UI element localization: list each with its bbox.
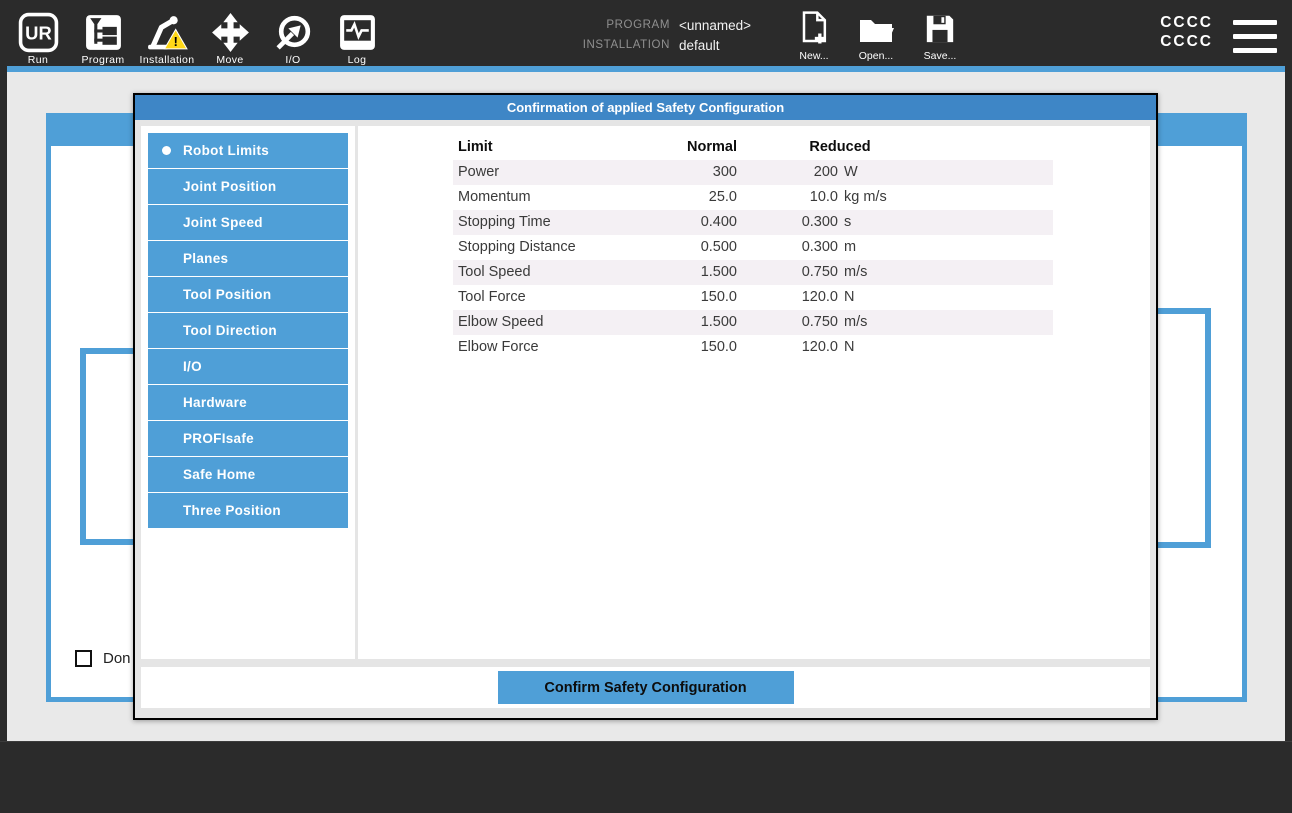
open-folder-icon xyxy=(848,10,904,47)
account-badge: CCCC CCCC xyxy=(1160,13,1213,51)
dialog-footer-strip: Confirm Safety Configuration xyxy=(141,667,1150,708)
io-circle-arrow-icon xyxy=(263,12,323,53)
active-bullet-icon xyxy=(162,146,171,155)
save-file-label: Save... xyxy=(923,50,957,62)
menu-item-tool-direction[interactable]: Tool Direction xyxy=(148,313,348,348)
background-checkbox-label: Don xyxy=(103,650,131,667)
tab-program[interactable]: Program xyxy=(72,12,134,66)
robot-arm-warning-icon: ! xyxy=(126,12,208,53)
safety-menu-panel: Robot Limits Joint Position Joint Speed … xyxy=(141,126,355,659)
table-row: Elbow Force 150.0 120.0 N xyxy=(458,339,855,355)
menu-item-tool-position[interactable]: Tool Position xyxy=(148,277,348,312)
header-limit: Limit xyxy=(458,139,493,155)
limits-table: Limit Normal Reduced Power 300 200 W Moment… xyxy=(453,134,1053,360)
menu-item-joint-position[interactable]: Joint Position xyxy=(148,169,348,204)
tab-run-label: Run xyxy=(27,54,49,66)
table-row: Stopping Distance 0.500 0.300 m xyxy=(458,239,857,255)
header-reduced: Reduced xyxy=(809,139,871,155)
open-file-button[interactable]: Open... xyxy=(848,10,904,62)
menu-item-hardware[interactable]: Hardware xyxy=(148,385,348,420)
table-row: Tool Force 150.0 120.0 N xyxy=(458,289,855,305)
tab-move-label: Move xyxy=(216,54,244,66)
program-label: PROGRAM xyxy=(606,19,670,31)
table-row: Power 300 200 W xyxy=(453,160,1053,185)
safety-menu: Robot Limits Joint Position Joint Speed … xyxy=(148,133,348,529)
installation-label: INSTALLATION xyxy=(582,39,670,51)
program-installation-info: PROGRAM <unnamed> INSTALLATION default xyxy=(570,16,751,55)
hamburger-menu-icon[interactable] xyxy=(1233,20,1277,56)
dialog-title: Confirmation of applied Safety Configura… xyxy=(135,95,1156,120)
tab-log-label: Log xyxy=(347,54,367,66)
new-file-label: New... xyxy=(799,50,829,62)
header-normal: Normal xyxy=(687,139,737,155)
table-header-row: Limit Normal Reduced xyxy=(453,134,1053,160)
menu-item-planes[interactable]: Planes xyxy=(148,241,348,276)
ur-logo-icon: UR xyxy=(12,12,64,53)
table-row: Stopping Time 0.400 0.300 s xyxy=(453,210,1053,235)
open-file-label: Open... xyxy=(858,50,894,62)
limits-table-panel: Limit Normal Reduced Power 300 200 W Moment… xyxy=(358,126,1150,659)
account-line-1: CCCC xyxy=(1160,14,1213,31)
tab-io[interactable]: I/O xyxy=(263,12,323,66)
menu-item-robot-limits[interactable]: Robot Limits xyxy=(148,133,348,168)
new-file-button[interactable]: New... xyxy=(786,10,842,62)
bottom-status-bar: Power off Speed 100% Simulation xyxy=(0,741,1292,813)
confirm-safety-configuration-button[interactable]: Confirm Safety Configuration xyxy=(497,671,794,704)
safety-confirmation-dialog: Confirmation of applied Safety Configura… xyxy=(133,93,1158,720)
new-file-icon xyxy=(786,10,842,47)
tab-installation-label: Installation xyxy=(139,54,195,66)
toolbar-accent-divider xyxy=(7,66,1285,72)
move-arrows-icon xyxy=(200,12,260,53)
save-file-button[interactable]: Save... xyxy=(912,10,968,62)
program-name-value: <unnamed> xyxy=(679,18,752,33)
log-monitor-icon xyxy=(327,12,387,53)
table-row: Momentum 25.0 10.0 kg m/s xyxy=(458,189,887,205)
menu-item-joint-speed[interactable]: Joint Speed xyxy=(148,205,348,240)
menu-item-io[interactable]: I/O xyxy=(148,349,348,384)
top-toolbar: UR Run Program ! Installation Move I/O L… xyxy=(0,0,1292,66)
tab-io-label: I/O xyxy=(285,54,301,66)
account-line-2: CCCC xyxy=(1160,33,1213,50)
tab-run[interactable]: UR Run xyxy=(12,12,64,66)
tab-move[interactable]: Move xyxy=(200,12,260,66)
save-floppy-icon xyxy=(912,10,968,47)
program-tree-icon xyxy=(72,12,134,53)
background-checkbox[interactable] xyxy=(75,650,92,667)
svg-text:UR: UR xyxy=(25,23,52,44)
tab-installation[interactable]: ! Installation xyxy=(126,12,208,66)
tab-log[interactable]: Log xyxy=(327,12,387,66)
menu-item-profisafe[interactable]: PROFIsafe xyxy=(148,421,348,456)
menu-item-three-position[interactable]: Three Position xyxy=(148,493,348,528)
main-content-area: Don Confirmation of applied Safety Confi… xyxy=(7,72,1285,741)
svg-text:!: ! xyxy=(173,34,177,49)
table-row: Elbow Speed 1.500 0.750 m/s xyxy=(453,310,1053,335)
table-row: Tool Speed 1.500 0.750 m/s xyxy=(453,260,1053,285)
tab-program-label: Program xyxy=(81,54,125,66)
installation-name-value: default xyxy=(679,38,720,53)
menu-item-safe-home[interactable]: Safe Home xyxy=(148,457,348,492)
